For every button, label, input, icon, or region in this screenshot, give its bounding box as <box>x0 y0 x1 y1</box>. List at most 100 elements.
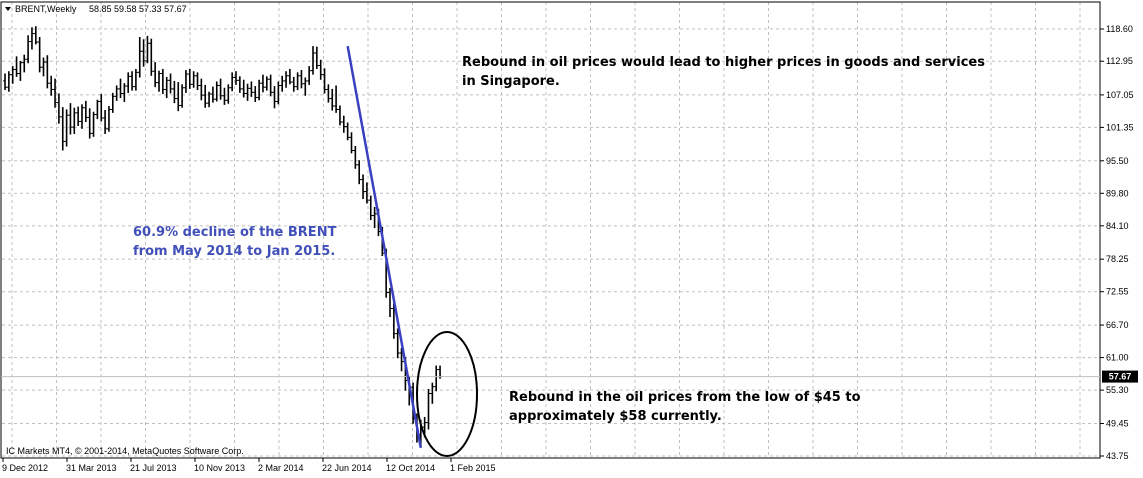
ohlc-bar <box>87 108 92 139</box>
ohlc-bar <box>341 115 346 133</box>
ohlc-bar <box>199 78 204 101</box>
ohlc-bar <box>26 35 31 64</box>
y-tick-label: 72.55 <box>1106 287 1129 297</box>
ohlc-bar <box>337 105 342 126</box>
ohlc-bar <box>130 71 135 91</box>
ohlc-bar <box>3 73 7 91</box>
ohlc-bar <box>218 78 223 100</box>
ohlc-bar <box>103 110 108 134</box>
ohlc-bar <box>307 66 312 85</box>
ohlc-bar <box>272 86 277 109</box>
ohlc-bar <box>95 99 100 120</box>
current-price-tag <box>1102 370 1138 383</box>
ohlc-bar <box>6 71 11 92</box>
ohlc-bar <box>18 60 23 81</box>
ohlc-bar <box>318 59 323 80</box>
ohlc-bar <box>253 86 258 103</box>
ohlc-bar <box>149 38 154 76</box>
ohlc-bar <box>195 72 200 91</box>
ohlc-bar <box>257 79 262 101</box>
ohlc-bar <box>287 68 292 85</box>
ohlc-bar <box>99 94 104 122</box>
rebound-circle <box>416 331 478 457</box>
ohlc-bar <box>118 78 123 99</box>
x-tick-label: 31 Mar 2013 <box>66 463 117 473</box>
ohlc-bar <box>280 75 285 92</box>
ohlc-bar <box>357 160 362 185</box>
price-axis-labels: 118.60 112.95 107.05 101.35 95.50 89.80 84.10 7… <box>1100 24 1134 461</box>
y-tick-label: 84.10 <box>1106 221 1129 231</box>
ohlc-bar <box>37 36 42 73</box>
x-tick-label: 9 Dec 2012 <box>2 463 48 473</box>
ohlc-bar <box>72 107 77 134</box>
ohlc-bar <box>391 303 396 339</box>
y-tick-label: 95.50 <box>1106 156 1129 166</box>
ohlc-bar <box>168 73 173 94</box>
ohlc-bar <box>299 70 304 89</box>
ohlc-bar <box>83 100 88 122</box>
ohlc-bar <box>326 84 331 103</box>
decline-annotation-line2: from May 2014 to Jan 2015. <box>133 244 335 259</box>
ohlc-label: 58.85 59.58 57.33 57.67 <box>89 4 187 14</box>
ohlc-bar <box>114 85 119 101</box>
ohlc-bar <box>226 84 231 104</box>
ohlc-bar <box>276 81 281 105</box>
x-tick-label: 22 Jun 2014 <box>322 463 372 473</box>
ohlc-bar <box>29 27 34 50</box>
grid <box>2 2 1099 458</box>
ohlc-bar <box>245 83 250 101</box>
ohlc-bar <box>14 56 19 77</box>
ohlc-bar <box>172 80 177 104</box>
ohlc-bar <box>180 84 185 108</box>
ohlc-bar <box>183 70 188 93</box>
y-tick-label: 61.00 <box>1106 353 1129 363</box>
ohlc-bar <box>56 93 61 124</box>
ohlc-bar <box>330 88 335 111</box>
ohlc-bar <box>126 72 131 93</box>
ohlc-bar <box>322 68 327 94</box>
x-tick-label: 10 Nov 2013 <box>194 463 245 473</box>
ohlc-bar <box>264 76 269 91</box>
rebound-annotation-line2: approximately $58 currently. <box>509 409 722 424</box>
ohlc-bar <box>122 83 127 103</box>
singapore-annotation-line1: Rebound in oil prices would lead to high… <box>462 55 985 70</box>
ohlc-bar <box>349 132 354 154</box>
y-tick-label: 49.45 <box>1106 418 1129 428</box>
ohlc-bar <box>430 382 435 404</box>
ohlc-bar <box>157 70 161 92</box>
ohlc-bar <box>368 195 373 221</box>
ohlc-bar <box>434 365 439 392</box>
ohlc-bar <box>33 26 38 45</box>
ohlc-bar <box>91 111 96 137</box>
ohlc-bar <box>60 107 65 151</box>
ohlc-bar <box>364 182 369 204</box>
ohlc-bar <box>64 109 69 147</box>
ohlc-bar <box>222 87 227 105</box>
chart-menu-triangle-icon[interactable] <box>5 7 11 11</box>
x-tick-label: 2 Mar 2014 <box>258 463 304 473</box>
ohlc-bar <box>160 68 165 95</box>
ohlc-bar <box>334 85 339 113</box>
ohlc-bar <box>22 54 27 73</box>
ohlc-bar <box>303 77 308 96</box>
ohlc-bar <box>10 66 15 84</box>
y-tick-label: 43.75 <box>1106 451 1129 461</box>
ohlc-bar <box>314 46 319 69</box>
time-axis-labels: 9 Dec 2012 31 Mar 2013 21 Jul 2013 10 Nov 2… <box>2 458 496 473</box>
y-tick-label: 78.25 <box>1106 254 1129 264</box>
symbol-label: BRENT,Weekly <box>15 4 77 14</box>
x-tick-label: 21 Jul 2013 <box>130 463 177 473</box>
ohlc-bar <box>291 76 296 92</box>
current-price-value: 57.67 <box>1109 372 1132 382</box>
ohlc-bar <box>388 287 392 318</box>
ohlc-bar <box>237 76 242 93</box>
y-tick-label: 89.80 <box>1106 188 1129 198</box>
ohlc-bar <box>230 72 235 92</box>
ohlc-bar <box>137 36 142 78</box>
ohlc-bar <box>372 206 377 229</box>
ohlc-bar <box>191 71 196 88</box>
ohlc-bar <box>141 39 146 67</box>
ohlc-bar <box>234 71 238 85</box>
decline-trendline[interactable] <box>346 45 423 448</box>
